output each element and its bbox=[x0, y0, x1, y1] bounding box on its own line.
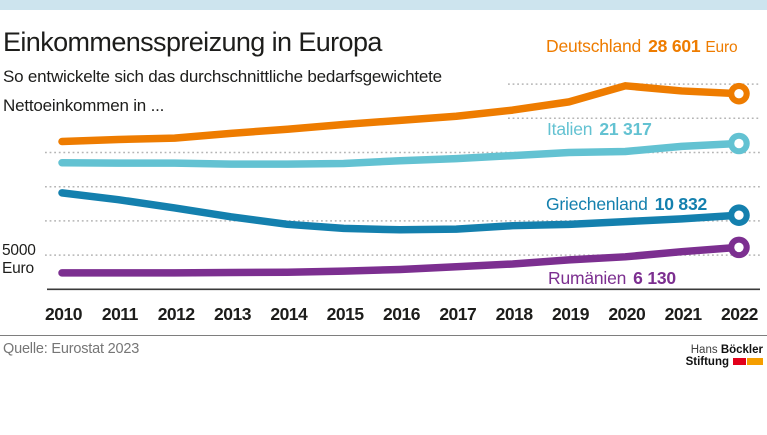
series-line-deutschland bbox=[58, 82, 742, 146]
y-axis-label-unit: Euro bbox=[2, 260, 34, 277]
x-tick-2014: 2014 bbox=[270, 304, 308, 324]
logo-hans: Hans bbox=[690, 344, 718, 356]
x-tick-2022: 2022 bbox=[720, 304, 758, 324]
series-label-griechenland: Griechenland 10 832 bbox=[546, 194, 707, 215]
x-tick-2017: 2017 bbox=[439, 304, 477, 324]
series-name: Italien bbox=[547, 119, 593, 139]
logo-line2: Stiftung bbox=[685, 355, 763, 369]
end-marker-hole-rumänien bbox=[734, 242, 744, 253]
series-end-value: 21 317 bbox=[599, 119, 652, 139]
series-end-value: 6 130 bbox=[633, 268, 676, 288]
top-accent-bar bbox=[0, 0, 767, 10]
series-line-griechenland bbox=[58, 189, 742, 234]
series-label-italien: Italien 21 317 bbox=[547, 119, 652, 140]
x-tick-2021: 2021 bbox=[664, 304, 702, 324]
end-marker-hole-deutschland bbox=[734, 88, 744, 99]
chart-subtitle-line2: Nettoeinkommen in ... bbox=[3, 96, 165, 115]
x-tick-2020: 2020 bbox=[608, 304, 646, 324]
series-end-value: 28 601 bbox=[648, 36, 701, 56]
logo-orange-block bbox=[747, 357, 763, 365]
source-note: Quelle: Eurostat 2023 bbox=[3, 341, 140, 357]
series-end-unit: Euro bbox=[705, 39, 738, 56]
logo-boeckler: Böckler bbox=[720, 344, 763, 356]
x-tick-2012: 2012 bbox=[157, 304, 195, 324]
x-tick-2010: 2010 bbox=[45, 304, 82, 324]
series-line-italien bbox=[58, 139, 742, 168]
series-name: Deutschland bbox=[546, 36, 642, 56]
x-tick-2018: 2018 bbox=[495, 304, 533, 324]
logo-line1: Hans Böckler bbox=[686, 344, 763, 357]
series-name: Griechenland bbox=[546, 194, 648, 214]
x-tick-2015: 2015 bbox=[326, 304, 364, 324]
end-marker-hole-griechenland bbox=[734, 210, 744, 220]
series-label-deutschland: Deutschland 28 601 Euro bbox=[546, 36, 738, 57]
end-marker-hole-italien bbox=[734, 138, 744, 149]
x-tick-2013: 2013 bbox=[214, 304, 251, 324]
x-tick-2011: 2011 bbox=[101, 304, 138, 324]
series-end-value: 10 832 bbox=[654, 194, 708, 214]
hans-boeckler-stiftung-logo: Hans Böckler Stiftung bbox=[685, 344, 763, 369]
y-axis-label-value: 5000 bbox=[2, 242, 36, 259]
x-tick-2016: 2016 bbox=[383, 304, 420, 324]
logo-red-block bbox=[733, 357, 746, 365]
series-label-rumänien: Rumänien 6 130 bbox=[548, 268, 676, 289]
series-name: Rumänien bbox=[548, 268, 627, 288]
logo-stiftung: Stiftung bbox=[685, 355, 729, 368]
footer-divider bbox=[0, 335, 767, 336]
chart-subtitle-line1: So entwickelte sich das durchschnittlich… bbox=[3, 67, 442, 86]
series-line-rumänien bbox=[58, 243, 742, 277]
logo-color-blocks bbox=[733, 357, 763, 369]
x-tick-2019: 2019 bbox=[552, 304, 589, 324]
page-title: Einkommensspreizung in Europa bbox=[3, 27, 382, 57]
chart-subtitle: So entwickelte sich das durchschnittlich… bbox=[3, 62, 523, 120]
